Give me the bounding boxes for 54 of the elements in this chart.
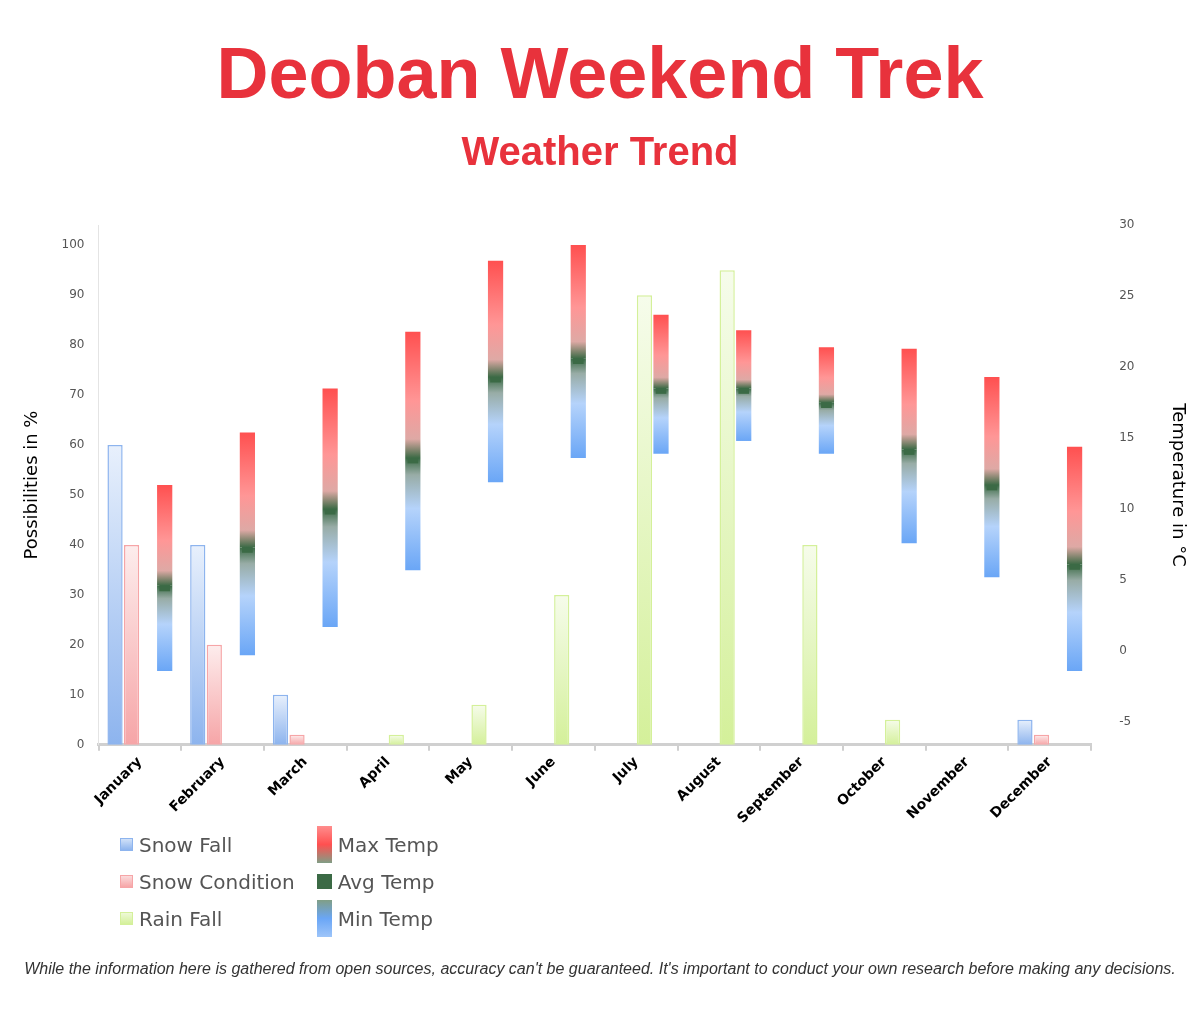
y2-tick-label: 20 — [1119, 359, 1135, 374]
bar — [736, 388, 752, 441]
y2-axis-title: Temperature in °C — [1168, 402, 1190, 567]
y-tick-label: 90 — [69, 287, 85, 302]
bar — [818, 347, 835, 403]
y2-tick-label: 15 — [1119, 430, 1135, 445]
legend-label: Snow Fall — [139, 832, 233, 857]
chart-subtitle: Weather Trend — [460, 128, 740, 175]
y-tick-label: 0 — [76, 736, 85, 751]
bar — [157, 585, 173, 671]
bar — [736, 330, 752, 389]
bar — [239, 432, 256, 548]
y-axis-title: Possibilities in % — [20, 410, 42, 560]
bar — [901, 449, 917, 544]
legend-label: Snow Condition — [139, 869, 295, 894]
text: While the information here is gathered from open sources, accuracy can't be guaranteed. It's important to conduct your own research before making any decisions. — [23, 960, 1177, 978]
legend-label: Min Temp — [337, 906, 433, 931]
y-tick-label: 40 — [69, 537, 85, 552]
bar — [405, 458, 421, 571]
bar — [570, 245, 586, 359]
y-tick-label: 20 — [69, 636, 85, 651]
bar — [984, 484, 1000, 578]
y-tick-label: 60 — [69, 437, 85, 452]
y-tick-label: 30 — [69, 587, 85, 601]
legend-label: Rain Fall — [139, 906, 223, 931]
chart-title: Deoban Weekend Trek — [215, 32, 985, 115]
bar — [405, 331, 421, 458]
bar — [653, 314, 669, 389]
bar — [1066, 446, 1083, 565]
bar — [322, 509, 338, 627]
legend-label: Max Temp — [337, 832, 439, 857]
legend-label: Avg Temp — [337, 869, 435, 894]
bar — [157, 484, 173, 586]
y-tick-label: 70 — [69, 387, 85, 402]
y2-tick-label: 10 — [1119, 501, 1135, 516]
bar — [653, 388, 669, 454]
bar — [487, 377, 504, 483]
y2-tick-label: -5 — [1119, 714, 1132, 729]
y2-tick-label: 30 — [1119, 217, 1135, 232]
bar — [1066, 564, 1083, 671]
bar — [570, 358, 586, 458]
y-tick-label: 50 — [69, 487, 85, 502]
y2-tick-label: 0 — [1119, 643, 1127, 658]
bar — [901, 348, 917, 450]
y2-tick-label: 25 — [1119, 288, 1135, 303]
bar — [984, 377, 1000, 485]
bar — [818, 402, 835, 454]
y-tick-label: 100 — [61, 237, 85, 252]
y-tick-label: 80 — [69, 337, 85, 352]
y-tick-label: 10 — [69, 686, 85, 701]
bar — [239, 547, 256, 656]
bar — [322, 388, 338, 510]
y2-tick-label: 5 — [1119, 572, 1127, 587]
bar — [487, 260, 504, 378]
